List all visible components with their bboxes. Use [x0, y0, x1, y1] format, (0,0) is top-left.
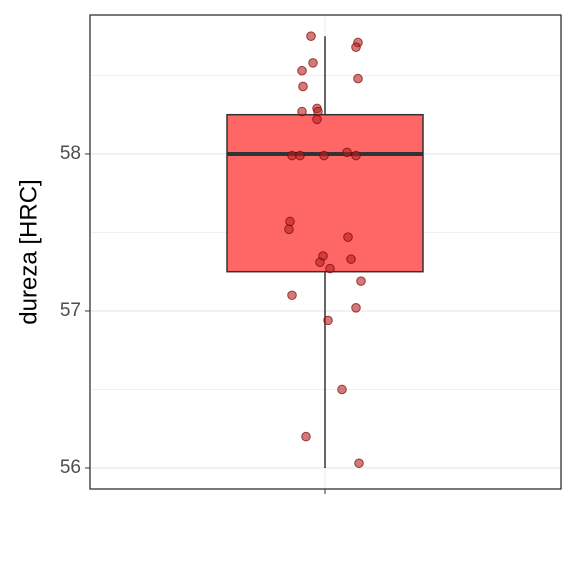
data-point: [351, 150, 361, 161]
data-point: [354, 458, 364, 469]
y-tick-label: 56: [60, 457, 81, 478]
data-point: [284, 224, 294, 235]
data-point: [315, 257, 325, 268]
y-tick-label: 58: [60, 143, 81, 164]
plot-border: [89, 14, 562, 490]
data-point: [297, 65, 307, 76]
data-point: [351, 303, 361, 313]
data-point: [353, 73, 363, 84]
y-tick-label: 57: [60, 300, 81, 321]
data-point: [306, 31, 316, 41]
data-point: [295, 150, 305, 161]
data-point: [346, 254, 356, 264]
y-axis-label: dureza [HRC]: [15, 179, 42, 324]
data-point: [285, 216, 295, 227]
data-point: [325, 263, 335, 274]
data-point: [351, 42, 361, 52]
data-point: [287, 290, 297, 301]
data-point: [297, 106, 307, 117]
data-point: [343, 232, 353, 242]
data-point: [342, 147, 352, 158]
data-point: [308, 58, 318, 68]
data-point: [337, 384, 347, 395]
data-point: [312, 114, 322, 125]
data-point: [319, 150, 329, 161]
data-point: [313, 106, 323, 117]
data-point: [298, 81, 308, 92]
data-point: [287, 150, 297, 161]
data-point: [356, 276, 366, 286]
data-point: [301, 431, 311, 442]
box: [226, 113, 424, 273]
data-point: [323, 315, 333, 326]
